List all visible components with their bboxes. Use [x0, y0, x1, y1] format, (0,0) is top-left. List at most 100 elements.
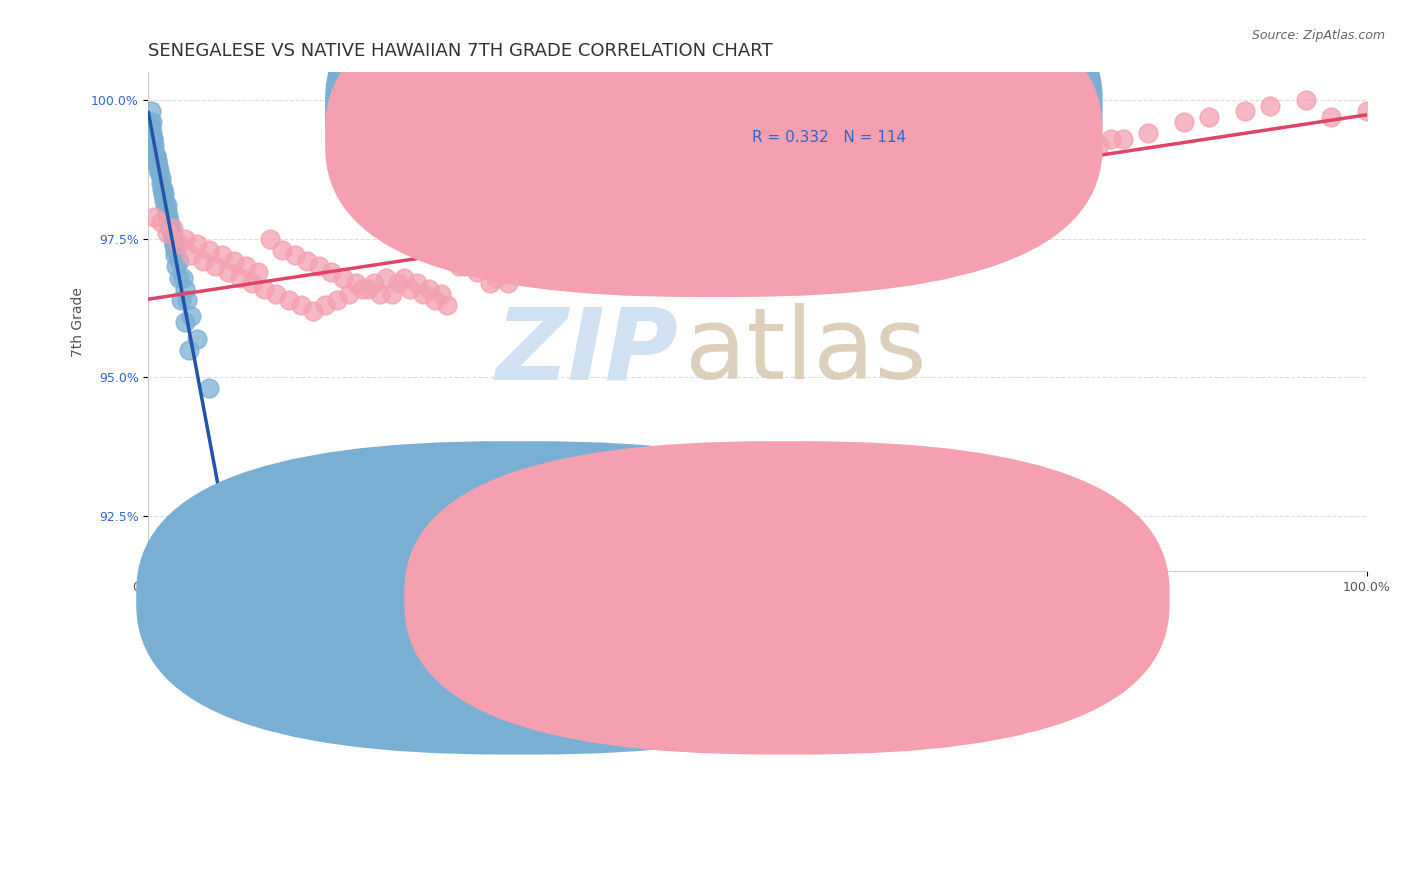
Point — [344, 276, 367, 290]
Point — [141, 115, 163, 129]
Point — [387, 276, 409, 290]
Point — [163, 237, 186, 252]
Point — [844, 187, 866, 202]
Point — [942, 154, 965, 169]
Point — [588, 232, 610, 246]
Point — [478, 276, 501, 290]
Point — [979, 148, 1001, 162]
Point — [152, 182, 174, 196]
Text: Senegalese: Senegalese — [544, 591, 624, 605]
Point — [142, 132, 165, 146]
Point — [156, 198, 179, 212]
Point — [613, 220, 636, 235]
Point — [1112, 132, 1135, 146]
Point — [1015, 154, 1038, 169]
Point — [321, 265, 343, 279]
Point — [564, 248, 586, 262]
Point — [357, 282, 380, 296]
Point — [917, 177, 939, 191]
Point — [266, 287, 288, 301]
Point — [485, 270, 508, 285]
Point — [893, 193, 915, 207]
Point — [159, 220, 181, 235]
Point — [155, 198, 177, 212]
Point — [170, 293, 193, 307]
Point — [157, 215, 180, 229]
Point — [332, 270, 354, 285]
Point — [165, 243, 187, 257]
Point — [149, 215, 172, 229]
Point — [1063, 137, 1085, 152]
FancyBboxPatch shape — [136, 442, 901, 755]
Point — [138, 115, 160, 129]
Point — [697, 204, 720, 219]
FancyBboxPatch shape — [325, 0, 1102, 297]
Point — [177, 343, 200, 357]
Point — [394, 270, 416, 285]
Point — [418, 282, 440, 296]
Point — [430, 287, 453, 301]
Point — [472, 260, 495, 274]
Point — [172, 270, 194, 285]
Point — [551, 248, 574, 262]
Point — [186, 237, 208, 252]
Point — [167, 270, 190, 285]
Point — [143, 143, 166, 157]
Point — [496, 276, 519, 290]
Point — [211, 248, 233, 262]
Point — [770, 204, 793, 219]
Point — [449, 260, 471, 274]
Point — [163, 237, 186, 252]
Point — [167, 254, 190, 268]
Point — [146, 154, 169, 169]
Point — [247, 265, 270, 279]
Point — [149, 177, 172, 191]
Point — [405, 276, 427, 290]
Point — [503, 232, 526, 246]
Point — [832, 177, 855, 191]
Point — [308, 260, 330, 274]
Point — [180, 248, 202, 262]
Point — [160, 226, 183, 240]
Point — [399, 282, 422, 296]
Point — [661, 226, 683, 240]
Point — [759, 193, 782, 207]
Point — [152, 187, 174, 202]
Point — [162, 232, 184, 246]
Point — [491, 265, 513, 279]
Point — [142, 132, 165, 146]
Point — [326, 293, 349, 307]
Point — [368, 287, 391, 301]
Text: ZIP: ZIP — [495, 303, 679, 401]
Point — [146, 154, 169, 169]
Point — [159, 220, 181, 235]
Point — [1136, 127, 1159, 141]
Point — [710, 210, 733, 224]
Point — [222, 254, 245, 268]
Point — [1173, 115, 1195, 129]
Point — [139, 120, 162, 135]
Point — [153, 193, 176, 207]
Point — [149, 170, 172, 185]
Text: Source: ZipAtlas.com: Source: ZipAtlas.com — [1251, 29, 1385, 42]
Point — [160, 226, 183, 240]
Point — [180, 310, 202, 324]
Point — [193, 254, 215, 268]
Point — [143, 137, 166, 152]
Point — [174, 232, 197, 246]
Point — [807, 182, 830, 196]
Point — [1099, 132, 1122, 146]
Point — [600, 232, 623, 246]
Y-axis label: 7th Grade: 7th Grade — [72, 287, 86, 357]
Point — [183, 508, 205, 523]
Point — [165, 260, 187, 274]
Point — [146, 160, 169, 174]
Point — [167, 237, 190, 252]
Point — [1198, 110, 1220, 124]
Point — [990, 160, 1012, 174]
Point — [162, 232, 184, 246]
Point — [1355, 104, 1378, 119]
Point — [1052, 148, 1074, 162]
Point — [198, 243, 221, 257]
Point — [145, 148, 167, 162]
